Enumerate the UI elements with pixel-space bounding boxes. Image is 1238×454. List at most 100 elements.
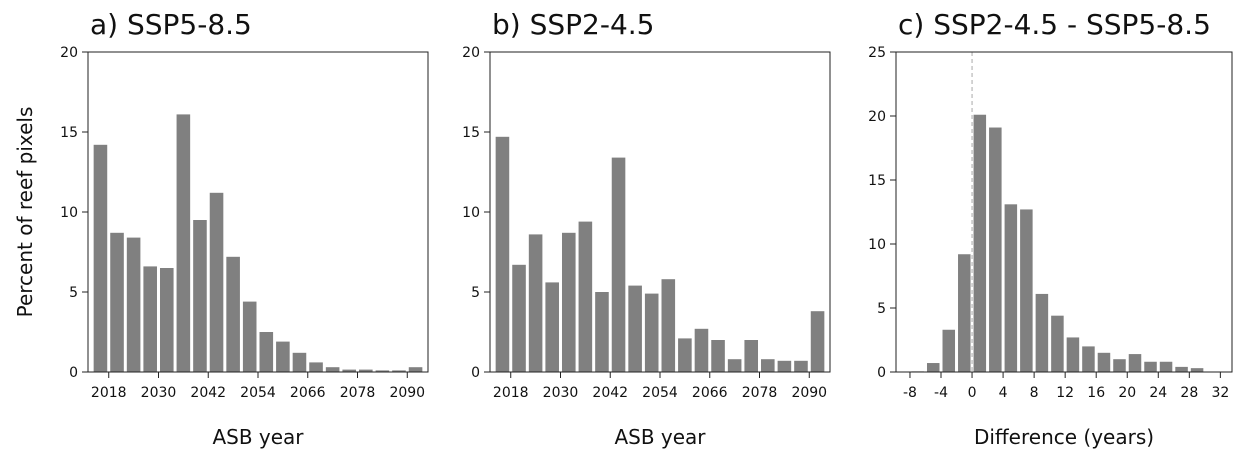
y-tick-label: 25	[868, 45, 886, 61]
bar	[1159, 361, 1173, 372]
x-tick-label: -4	[934, 385, 948, 401]
x-tick-label: 2018	[493, 385, 529, 401]
bar	[1035, 293, 1049, 372]
x-tick-label: 2090	[791, 385, 827, 401]
bar	[193, 220, 207, 372]
bar	[794, 360, 808, 372]
y-tick-label: 5	[877, 301, 886, 317]
bar	[159, 268, 174, 372]
bar	[1128, 354, 1142, 372]
bar	[545, 282, 559, 372]
y-tick-label: 5	[69, 285, 78, 301]
bar	[495, 136, 510, 372]
bar	[1097, 352, 1111, 372]
bar	[1051, 315, 1064, 372]
y-tick-label: 10	[462, 205, 480, 221]
x-tick-label: 12	[1056, 385, 1074, 401]
bar	[325, 367, 340, 372]
bar	[1190, 368, 1204, 372]
bar	[309, 362, 323, 372]
bar	[209, 192, 224, 372]
bar	[1144, 361, 1157, 372]
x-tick-label: 0	[968, 385, 977, 401]
x-tick-label: 2054	[240, 385, 276, 401]
bar	[810, 311, 825, 372]
bar	[126, 237, 141, 372]
bar	[528, 234, 543, 372]
bar	[359, 369, 373, 372]
x-tick-label: 28	[1180, 385, 1198, 401]
x-tick-label: 2042	[592, 385, 628, 401]
y-tick-label: 20	[462, 45, 480, 61]
bar	[242, 301, 257, 372]
x-tick-label: 32	[1211, 385, 1229, 401]
x-tick-label: -8	[903, 385, 917, 401]
bar	[942, 329, 956, 372]
bar	[777, 360, 792, 372]
x-tick-label: 2042	[190, 385, 226, 401]
bar	[578, 221, 593, 372]
panel-title: b) SSP2-4.5	[492, 8, 654, 41]
bar	[1175, 366, 1188, 372]
x-tick-label: 2078	[340, 385, 376, 401]
x-tick-label: 2066	[692, 385, 728, 401]
y-tick-label: 15	[60, 125, 78, 141]
bar	[661, 279, 676, 372]
bar	[958, 254, 971, 372]
x-tick-label: 4	[999, 385, 1008, 401]
panel-title: c) SSP2-4.5 - SSP5-8.5	[898, 8, 1211, 41]
bar	[989, 127, 1002, 373]
bar	[678, 338, 692, 372]
bar	[561, 232, 576, 372]
bar	[1020, 209, 1033, 372]
bar	[110, 232, 124, 372]
y-tick-label: 10	[868, 237, 886, 253]
x-axis-label: ASB year	[212, 425, 304, 449]
y-tick-label: 5	[471, 285, 480, 301]
bar	[694, 328, 709, 372]
bar	[512, 264, 526, 372]
bar	[595, 292, 609, 372]
bar	[226, 256, 240, 372]
x-axis-label: Difference (years)	[974, 425, 1154, 449]
x-axis-label: ASB year	[614, 425, 706, 449]
x-tick-label: 2066	[290, 385, 326, 401]
y-axis-label: Percent of reef pixels	[13, 107, 37, 318]
bar	[973, 114, 987, 372]
x-tick-label: 2090	[389, 385, 425, 401]
bar	[628, 285, 642, 372]
bar	[1066, 337, 1080, 372]
y-tick-label: 0	[877, 365, 886, 381]
bar	[259, 332, 274, 372]
bar	[1082, 346, 1095, 372]
bar	[727, 359, 742, 372]
bar	[744, 340, 759, 372]
x-tick-label: 2030	[543, 385, 579, 401]
bar	[375, 370, 390, 372]
bar	[176, 114, 191, 373]
bar	[392, 370, 406, 372]
x-tick-label: 2030	[141, 385, 177, 401]
y-tick-label: 0	[69, 365, 78, 381]
bar	[93, 144, 108, 372]
x-tick-label: 2018	[91, 385, 127, 401]
plot-frame	[895, 51, 1233, 373]
y-tick-label: 10	[60, 205, 78, 221]
y-tick-label: 20	[868, 109, 886, 125]
x-tick-label: 8	[1030, 385, 1039, 401]
bar	[926, 363, 940, 372]
x-tick-label: 2054	[642, 385, 678, 401]
bar	[644, 293, 659, 372]
bar	[276, 341, 290, 372]
y-tick-label: 15	[868, 173, 886, 189]
y-tick-label: 0	[471, 365, 480, 381]
bar	[1004, 204, 1018, 372]
x-tick-label: 24	[1149, 385, 1167, 401]
panel-title: a) SSP5-8.5	[90, 8, 252, 41]
bar	[611, 157, 626, 372]
bar	[143, 266, 157, 372]
x-tick-label: 2078	[742, 385, 778, 401]
x-tick-label: 16	[1087, 385, 1105, 401]
y-tick-label: 20	[60, 45, 78, 61]
bar	[342, 369, 357, 372]
